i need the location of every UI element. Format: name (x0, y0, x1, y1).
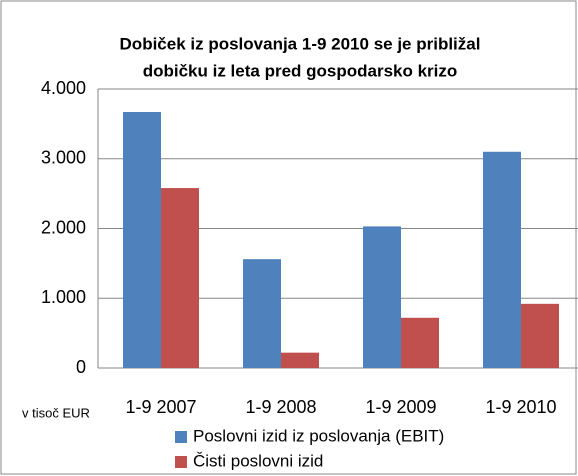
legend-label: Čisti poslovni izid (193, 451, 323, 470)
y-tick-label: 1.000 (41, 287, 86, 307)
bar (243, 259, 281, 368)
y-tick-label: 4.000 (41, 78, 86, 98)
y-tick-label: 2.000 (41, 217, 86, 237)
x-tick-label: 1-9 2009 (365, 397, 436, 417)
y-tick-label: 0 (76, 357, 86, 377)
legend-swatch (175, 456, 187, 468)
bar (161, 188, 199, 368)
x-tick-label: 1-9 2007 (125, 397, 196, 417)
bar (483, 151, 521, 368)
chart-title: dobičku iz leta pred gospodarsko krizo (143, 61, 458, 80)
x-tick-label: 1-9 2008 (245, 397, 316, 417)
bar (363, 226, 401, 368)
legend-swatch (175, 431, 187, 443)
x-tick-label: 1-9 2010 (485, 397, 556, 417)
bar (281, 352, 319, 368)
chart-title: Dobiček iz poslovanja 1-9 2010 se je pri… (120, 34, 481, 53)
annotation: v tisoč EUR (22, 405, 90, 420)
legend-label: Poslovni izid iz poslovanja (EBIT) (193, 426, 444, 445)
bar (521, 303, 559, 368)
bar (123, 112, 161, 368)
bar (401, 317, 439, 368)
y-tick-label: 3.000 (41, 148, 86, 168)
